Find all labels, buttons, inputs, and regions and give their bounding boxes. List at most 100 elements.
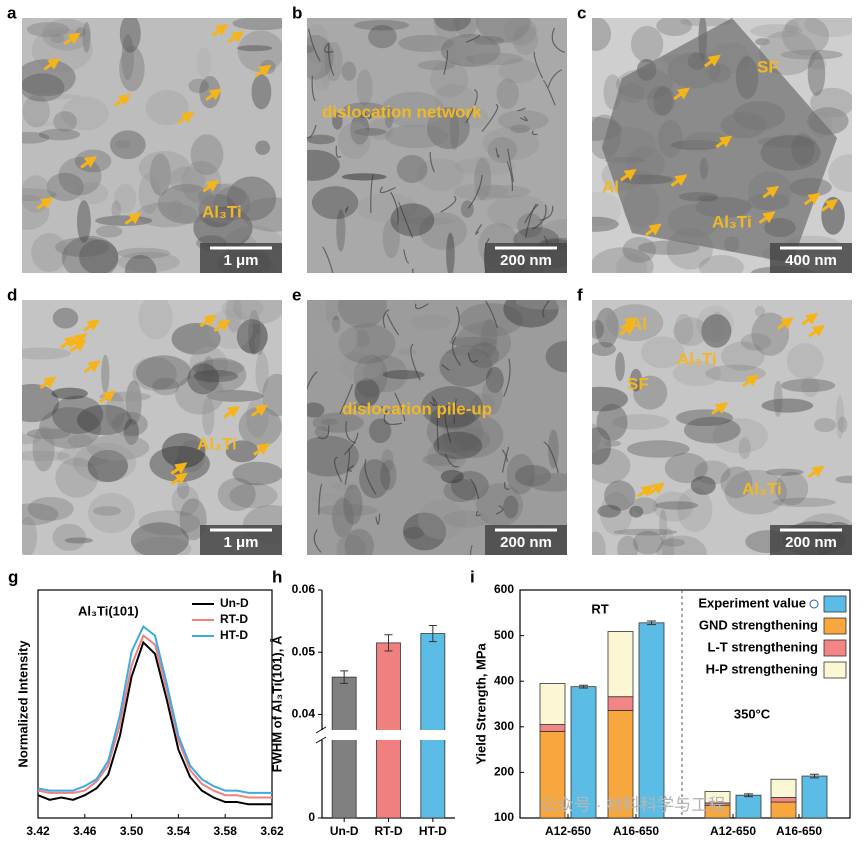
texture [473,36,505,46]
error-bar [340,670,349,684]
texture [710,311,725,338]
texture [450,471,489,501]
scale-bar-label: 200 nm [785,534,837,551]
texture [307,44,314,54]
texture [430,405,476,430]
arrow [758,211,776,224]
texture [52,523,86,551]
dislocation [542,79,556,106]
texture [130,522,189,555]
texture [402,512,447,551]
y-tick-label: 100 [494,810,514,824]
annotation: SF [627,374,649,393]
arrow [36,197,54,210]
x-tick-label: A16-650 [613,824,659,838]
texture [307,402,325,418]
arrow [803,192,821,206]
error-bar [579,684,588,689]
texture [251,74,272,110]
texture [476,18,531,43]
texture [22,434,41,445]
texture [696,305,734,343]
texture [396,154,428,183]
texture [804,18,852,38]
dislocation [453,398,457,424]
texture [55,237,110,257]
texture [77,404,133,436]
arrow [39,376,57,390]
error-bar [744,793,753,798]
texture [740,333,772,351]
texture [473,184,531,199]
plot-frame [37,589,273,819]
x-tick-label: HT-D [419,824,447,838]
texture [807,51,826,96]
x-tick-label: RT-D [375,824,403,838]
texture [453,18,479,38]
arrow [801,312,819,326]
texture [442,413,504,458]
texture [67,434,93,448]
texture [780,49,843,60]
y-tick-label: 600 [494,582,514,596]
arrow [821,198,839,212]
arrow [80,155,97,169]
texture [382,218,400,259]
dislocation [364,459,377,495]
texture [187,363,220,395]
texture [772,497,836,508]
texture [814,417,836,433]
texture [145,89,189,126]
texture [38,128,81,141]
image-content [22,18,282,273]
dislocation [503,358,511,398]
texture [656,18,692,36]
texture [476,483,524,527]
texture [485,366,504,393]
error-bar [428,624,437,643]
texture [356,69,373,106]
texture [455,321,512,365]
texture [631,497,659,515]
texture [31,233,68,272]
texture [780,378,836,393]
legend-label: HT-D [220,628,248,642]
texture [53,111,77,132]
texture [382,370,425,380]
arrow [227,30,245,44]
texture [398,348,417,356]
texture [454,428,491,452]
texture [61,96,109,131]
dislocation [379,186,396,194]
dislocation [542,300,550,318]
texture [22,503,59,526]
texture [307,24,330,65]
texture [380,459,397,491]
dislocation [503,481,510,490]
texture [835,395,845,439]
texture [338,122,371,160]
texture [26,428,71,440]
texture [627,440,690,458]
dislocation [467,352,479,363]
dislocation [429,151,435,173]
image-bg [307,18,567,273]
texture [595,307,619,348]
texture [604,440,621,447]
texture [724,469,787,515]
x-tick-label: A12-650 [545,824,591,838]
dislocation [524,203,539,224]
legend-marker [809,599,819,609]
texture [229,482,278,509]
texture [353,127,387,136]
texture [592,216,619,232]
arrow [83,360,101,374]
texture [786,343,824,380]
texture [117,251,180,273]
texture [109,130,146,160]
y-tick-label: 0.05 [292,644,316,658]
texture [712,418,769,454]
texture [119,18,141,53]
dislocation [307,124,317,139]
